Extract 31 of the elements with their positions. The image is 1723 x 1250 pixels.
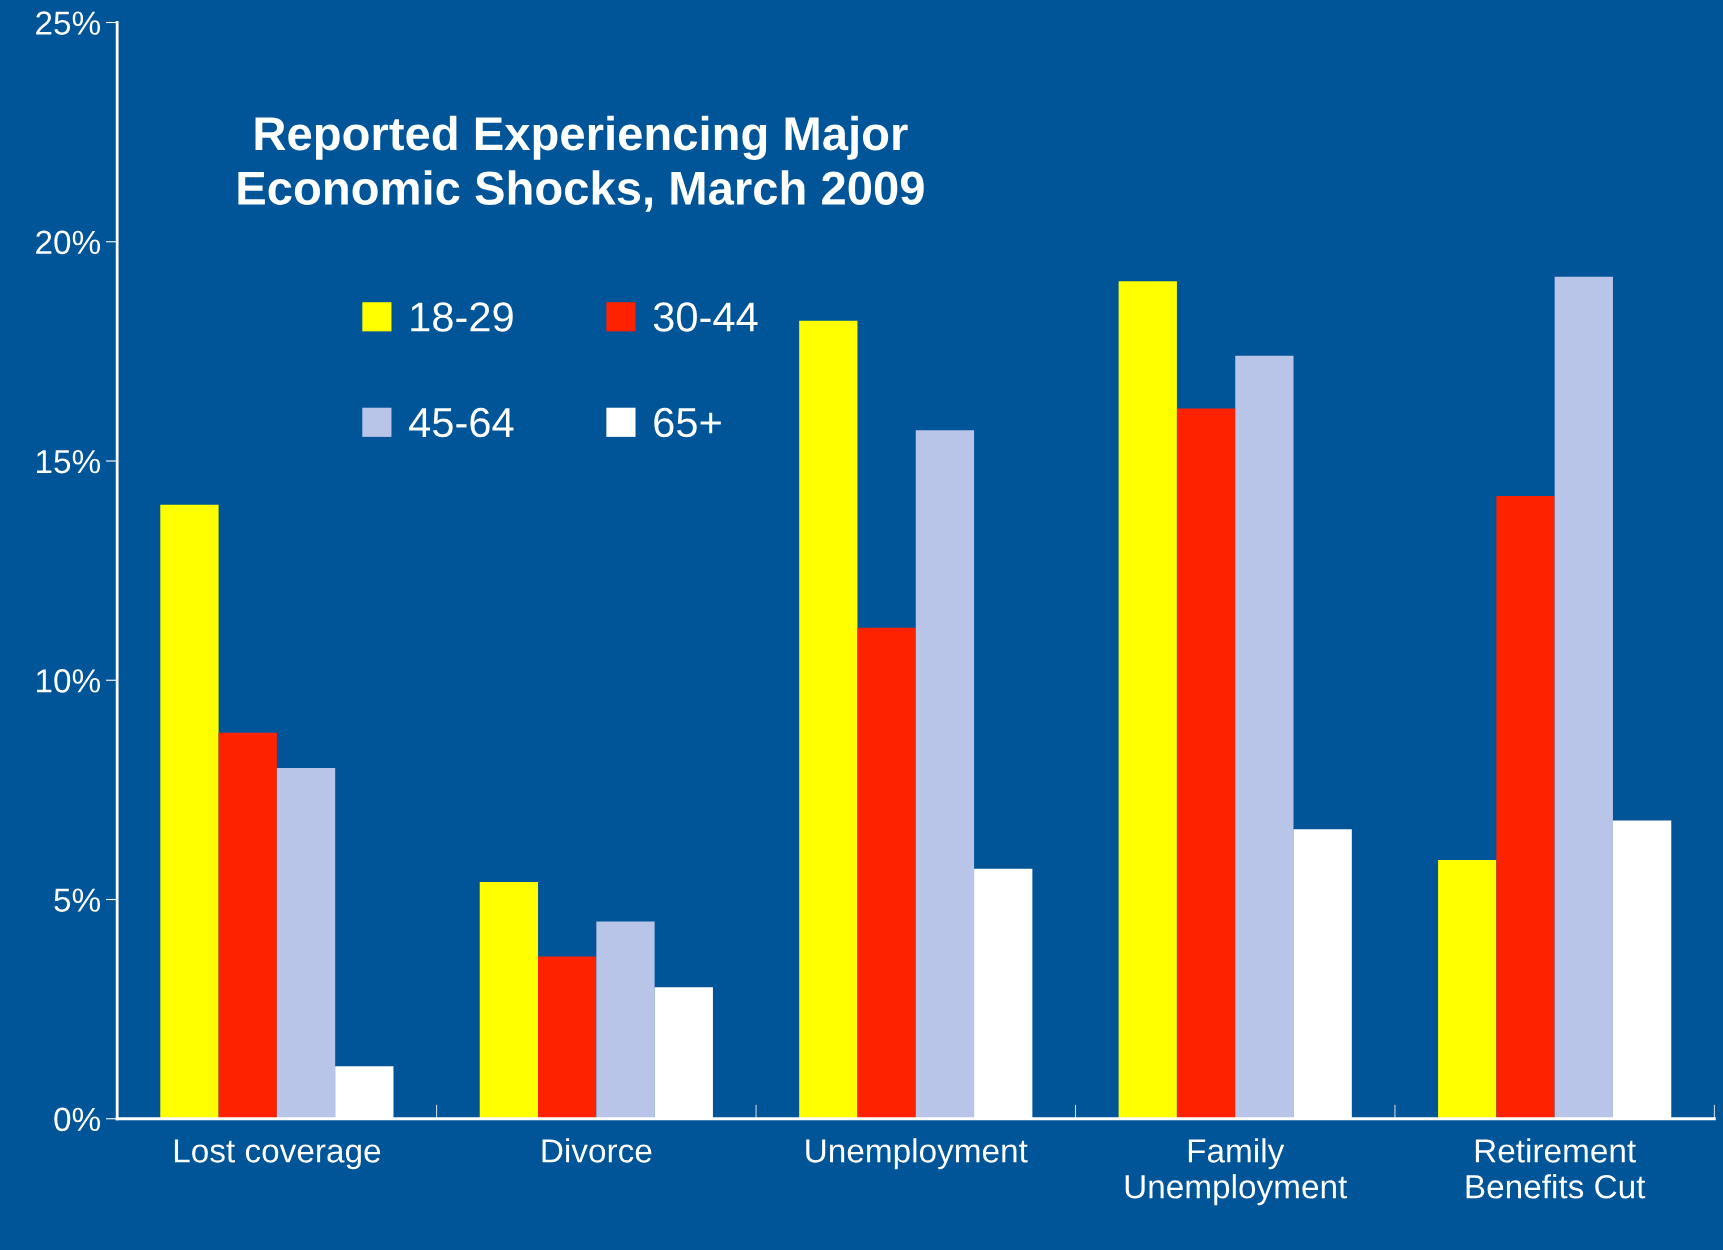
bar: [1496, 496, 1555, 1119]
bar: [538, 956, 597, 1119]
bar: [596, 921, 655, 1119]
bar: [218, 732, 277, 1119]
bar: [857, 627, 916, 1119]
bar: [479, 881, 539, 1119]
legend-label: 18-29: [411, 302, 513, 332]
y-tick-label: 10%: [37, 669, 101, 693]
bar: [276, 767, 336, 1119]
bar: [1438, 860, 1497, 1119]
x-tick-label: Retirement Benefits Cut: [1466, 1138, 1646, 1199]
bar: [160, 504, 219, 1119]
y-tick-label: 25%: [36, 11, 101, 35]
y-tick-label: 20%: [36, 230, 101, 255]
bar: [1118, 281, 1177, 1119]
x-tick-label: Lost coverage: [174, 1139, 381, 1170]
bar: [1554, 276, 1613, 1119]
legend-label: 65+: [654, 407, 721, 438]
bar: [1176, 408, 1236, 1119]
x-tick-label: Divorce: [542, 1138, 652, 1163]
x-tick-label: Unemployment: [806, 1138, 1028, 1170]
bar: [799, 320, 858, 1119]
y-tick-label: 5%: [54, 888, 101, 912]
bar: [1235, 355, 1294, 1119]
y-tick-label: 0%: [54, 1107, 101, 1132]
bar: [915, 430, 975, 1119]
legend-label: 45-64: [409, 407, 514, 438]
y-tick-label: 15%: [37, 449, 101, 474]
legend-label: 30-44: [653, 302, 758, 332]
x-tick-label: Family Unemployment: [1125, 1138, 1348, 1206]
text: Reported Experiencing Major Economic Shocks, March 2009: [238, 115, 924, 212]
